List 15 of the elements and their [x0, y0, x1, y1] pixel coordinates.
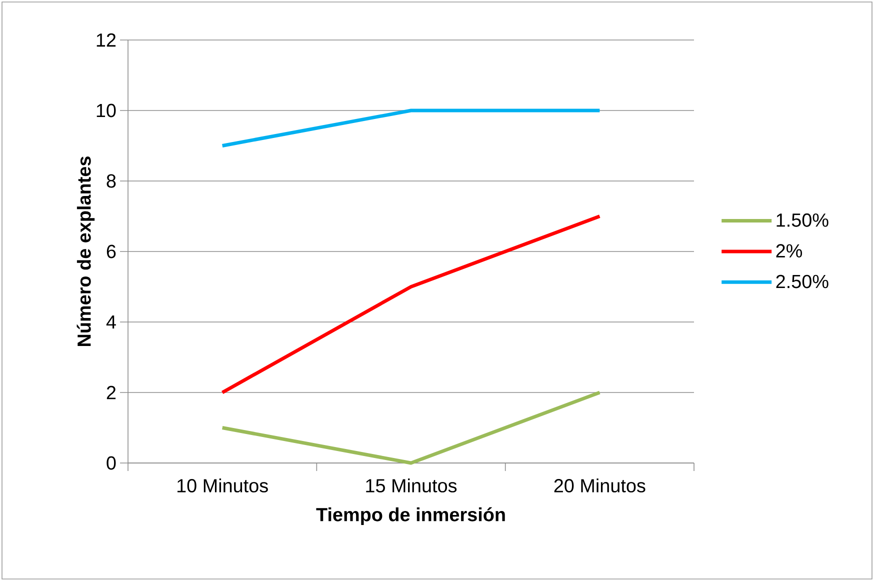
- x-tick-label: 20 Minutos: [554, 478, 646, 492]
- legend-label: 2.50%: [776, 274, 828, 288]
- x-tick-label: 10 Minutos: [177, 478, 268, 492]
- x-axis-title: Tiempo de inmersión: [316, 507, 505, 526]
- y-tick-label: 10: [96, 104, 116, 118]
- y-axis-title: Número de explantes: [76, 156, 95, 346]
- legend-label: 2%: [776, 244, 802, 258]
- x-tick-label: 15 Minutos: [366, 478, 457, 492]
- y-tick-label: 8: [106, 174, 116, 188]
- y-tick-label: 2: [106, 386, 116, 400]
- y-tick-label: 4: [106, 315, 116, 328]
- legend-label: 1.50%: [776, 213, 828, 227]
- y-tick-label: 0: [106, 456, 116, 470]
- y-tick-label: 12: [96, 33, 116, 47]
- y-tick-label: 6: [106, 244, 116, 258]
